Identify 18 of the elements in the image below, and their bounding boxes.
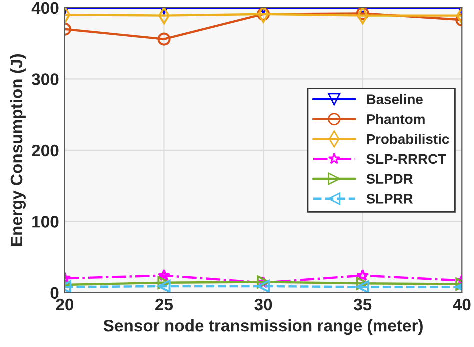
x-axis-title: Sensor node transmission range (meter) [104,320,423,336]
x-tick-label: 25 [156,298,174,311]
y-tick-label: 400 [32,2,59,14]
legend-label: SLPRR [366,194,414,204]
legend-label: Probabilistic [367,134,450,144]
x-tick-label: 35 [354,298,372,311]
y-tick-label: 300 [32,74,59,86]
y-tick-label: 100 [32,216,59,228]
legend-label: Phantom [367,114,425,124]
x-tick-label: 40 [453,298,471,311]
legend-label: Baseline [367,94,423,104]
x-tick-label: 30 [254,298,272,311]
y-tick-label: 0 [50,287,59,300]
y-axis-title: Energy Consumption (J) [10,54,26,246]
legend-label: SLP-RRRCT [366,154,446,164]
legend-label: SLPDR [366,174,414,184]
x-tick-label: 20 [56,298,74,311]
y-tick-label: 200 [32,144,59,157]
